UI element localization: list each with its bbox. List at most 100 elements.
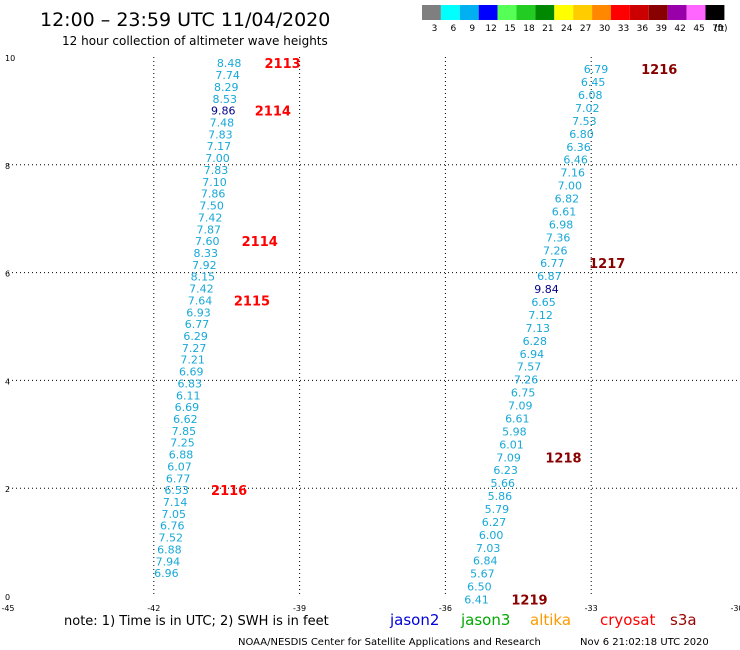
wave-height-s3a: 7.09 xyxy=(508,400,533,413)
legend-swatch-18 xyxy=(516,5,536,20)
wave-height-jason3: 7.92 xyxy=(192,259,217,272)
satellite-jason3: jason3 xyxy=(460,611,510,629)
wave-height-jason3: 7.85 xyxy=(172,425,197,438)
wave-height-s3a: 7.03 xyxy=(476,542,501,555)
wave-height-s3a: 5.66 xyxy=(490,477,515,490)
x-tick-label: -42 xyxy=(147,604,160,613)
legend-swatch-33 xyxy=(611,5,630,20)
y-tick-label: 4 xyxy=(5,377,10,386)
wave-height-s3a: 7.02 xyxy=(575,102,600,115)
wave-height-s3a: 5.86 xyxy=(488,490,513,503)
legend-swatch-70 xyxy=(705,5,725,20)
legend-label: 27 xyxy=(580,24,591,34)
wave-height-s3a: 6.41 xyxy=(464,594,489,607)
wave-height-s3a: 6.87 xyxy=(537,270,562,283)
wave-height-s3a: 6.23 xyxy=(493,464,518,477)
wave-height-s3a: 6.50 xyxy=(467,581,492,594)
wave-height-jason3: 9.86 xyxy=(211,105,236,118)
footer-credit: NOAA/NESDIS Center for Satellite Applica… xyxy=(238,637,541,648)
wave-height-s3a: 7.26 xyxy=(543,244,568,257)
wave-height-jason3: 6.76 xyxy=(160,520,185,533)
x-tick-label: -30 xyxy=(730,604,740,613)
wave-height-jason3: 7.21 xyxy=(180,354,205,367)
y-axis-ticks: 0 2 4 6 8 10 xyxy=(5,54,15,602)
legend-label: 21 xyxy=(542,24,553,34)
pass-annotations: 2113 2114 2114 2115 2116 1216 1217 1218 1219 xyxy=(211,57,677,608)
wave-height-s3a: 6.00 xyxy=(479,529,504,542)
wave-height-s3a: 5.67 xyxy=(470,568,495,581)
wave-height-s3a: 7.12 xyxy=(528,309,553,322)
pass-number: 1217 xyxy=(589,257,625,272)
legend-swatch-21 xyxy=(535,5,555,20)
wave-height-s3a: 6.36 xyxy=(566,141,591,154)
wave-height-jason3: 7.00 xyxy=(205,152,230,165)
wave-height-s3a: 7.26 xyxy=(514,374,539,387)
footer-timestamp: Nov 6 21:02:18 UTC 2020 xyxy=(580,637,709,648)
legend-swatch-6 xyxy=(440,5,460,20)
wave-height-jason3: 8.48 xyxy=(217,57,242,70)
legend-swatch-9 xyxy=(459,5,479,20)
wave-height-jason3: 6.88 xyxy=(157,543,182,556)
grid xyxy=(8,57,737,596)
wave-height-s3a: 7.16 xyxy=(560,167,585,180)
legend-label: 39 xyxy=(656,24,668,34)
wave-height-jason3: 7.17 xyxy=(207,140,232,153)
wave-height-jason3: 7.10 xyxy=(202,176,227,189)
wave-height-s3a: 6.08 xyxy=(578,89,603,102)
wave-height-jason3: 7.83 xyxy=(208,128,233,141)
satellite-jason2: jason2 xyxy=(389,611,439,629)
wave-height-s3a: 6.98 xyxy=(549,218,574,231)
wave-height-s3a: 7.57 xyxy=(517,361,542,374)
pass-number: 2116 xyxy=(211,484,247,499)
legend-label: 6 xyxy=(450,24,456,34)
wave-height-s3a: 6.77 xyxy=(540,257,565,270)
wave-height-s3a: 7.00 xyxy=(558,180,583,193)
wave-height-jason3: 6.88 xyxy=(169,449,194,462)
wave-height-jason3: 7.05 xyxy=(161,508,186,521)
wave-height-jason3: 8.15 xyxy=(191,271,216,284)
pass-number: 2115 xyxy=(234,294,270,309)
wave-height-s3a: 5.98 xyxy=(502,425,527,438)
wave-height-jason3: 7.87 xyxy=(196,223,221,236)
pass-number: 1216 xyxy=(641,63,677,78)
wave-height-jason3: 6.62 xyxy=(173,413,198,426)
wave-height-jason3: 7.94 xyxy=(156,555,181,568)
pass-number: 1218 xyxy=(545,451,581,466)
wave-height-s3a: 6.61 xyxy=(505,412,530,425)
pass-number: 1219 xyxy=(511,594,547,609)
x-axis-ticks: -45 -42 -39 -36 -33 -30 xyxy=(1,604,740,613)
legend-swatch-12 xyxy=(478,5,498,20)
wave-height-s3a: 6.61 xyxy=(552,205,577,218)
wave-height-jason3: 7.60 xyxy=(195,235,220,248)
wave-height-jason3: 6.83 xyxy=(178,377,203,390)
wave-height-s3a: 6.79 xyxy=(584,63,609,76)
wave-height-jason3: 7.74 xyxy=(215,69,240,82)
wave-height-s3a: 6.75 xyxy=(511,387,536,400)
legend-label: 36 xyxy=(637,24,649,34)
satellite-altika: altika xyxy=(530,611,571,629)
pass-number: 2113 xyxy=(264,57,300,72)
wave-height-jason3: 7.25 xyxy=(170,437,195,450)
wave-height-s3a: 6.82 xyxy=(555,193,580,206)
y-tick-label: 10 xyxy=(5,54,15,63)
legend-label: 30 xyxy=(599,24,611,34)
wave-height-s3a: 9.84 xyxy=(534,283,559,296)
satellite-legend: jason2 jason3 altika cryosat s3a xyxy=(389,611,697,629)
wave-height-jason3: 7.27 xyxy=(182,342,207,355)
wave-height-s3a: 6.94 xyxy=(520,348,545,361)
wave-height-s3a: 6.27 xyxy=(482,516,507,529)
legend-swatch-3 xyxy=(422,5,441,20)
wave-height-jason3: 8.33 xyxy=(194,247,219,260)
y-tick-label: 6 xyxy=(5,270,10,279)
wave-height-s3a: 6.80 xyxy=(569,128,594,141)
chart-title: 12:00 – 23:59 UTC 11/04/2020 xyxy=(40,9,330,31)
wave-height-s3a: 7.53 xyxy=(572,115,597,128)
y-tick-label: 8 xyxy=(5,162,10,171)
legend-label: 3 xyxy=(432,24,438,34)
footer-note: note: 1) Time is in UTC; 2) SWH is in fe… xyxy=(64,614,329,629)
wave-height-s3a: 6.28 xyxy=(523,335,548,348)
y-tick-label: 2 xyxy=(5,485,10,494)
wave-height-jason3: 6.29 xyxy=(183,330,208,343)
legend-swatch-24 xyxy=(554,5,574,20)
